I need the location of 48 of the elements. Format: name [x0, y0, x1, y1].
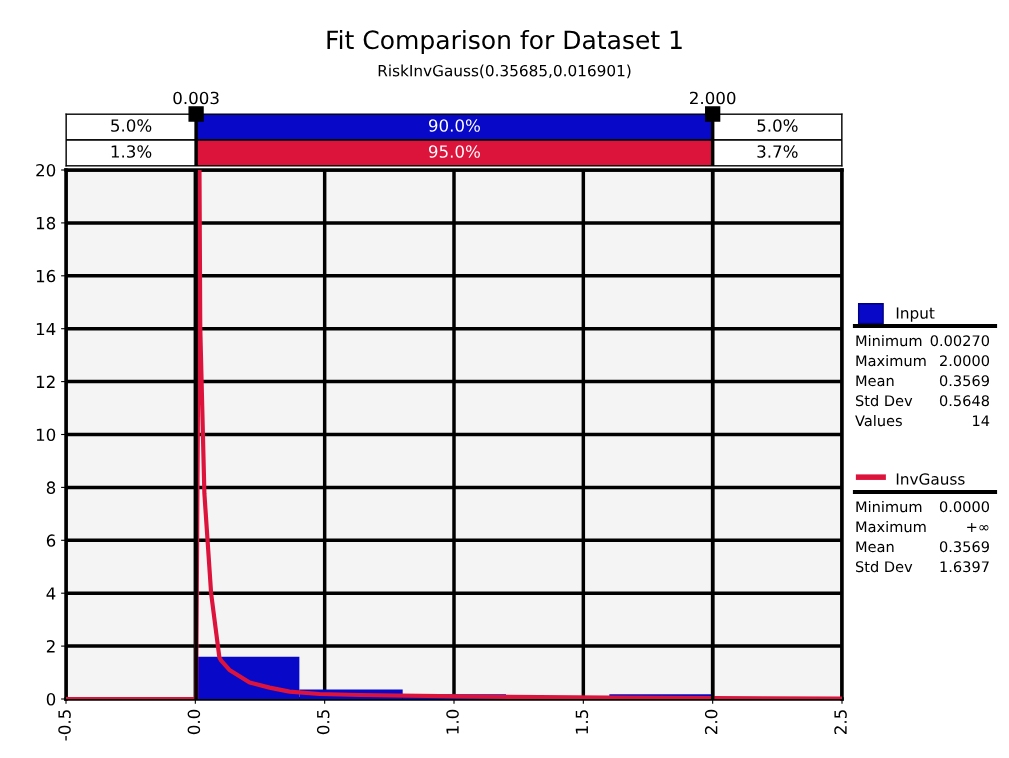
x-tick-label: -0.5 — [58, 710, 71, 741]
x-tick-label: 0.0 — [187, 709, 201, 735]
text: 1.3% — [111, 145, 152, 158]
y-tick-label: 12 — [36, 375, 55, 388]
y-tick-label: 20 — [36, 163, 56, 177]
text: 0.5648 — [939, 395, 989, 407]
x-tick-label: 0.5 — [316, 710, 330, 735]
text: 2.0000 — [940, 355, 990, 367]
text: Minimum — [856, 500, 922, 513]
text: Maximum — [856, 520, 926, 533]
text: 1.6397 — [940, 561, 989, 573]
text: 0.3569 — [939, 541, 989, 553]
y-tick-label: 6 — [46, 534, 56, 547]
text: Mean — [856, 541, 894, 553]
ref-line-label: 2.000 — [690, 91, 736, 105]
y-tick-label: 10 — [36, 428, 56, 442]
x-tick-label: 2.0 — [704, 709, 718, 735]
text: +∞ — [967, 522, 989, 533]
text: 0.0000 — [939, 501, 990, 513]
text: 0.3569 — [939, 375, 989, 387]
y-tick-label: 2 — [46, 640, 55, 653]
text: 5.0% — [111, 119, 152, 132]
text: 14 — [973, 415, 990, 427]
text: Mean — [856, 375, 894, 387]
text: Std Dev — [855, 560, 913, 573]
text: Std Dev — [855, 394, 913, 407]
text: Maximum — [856, 354, 926, 367]
y-tick-label: 16 — [36, 269, 56, 283]
text: 0.00270 — [930, 335, 990, 347]
chart-subtitle: RiskInvGauss(0.35685,0.016901) — [378, 64, 631, 79]
chart-title: Fit Comparison for Dataset 1 — [327, 29, 682, 55]
x-tick-label: 1.0 — [446, 709, 459, 734]
y-tick-label: 4 — [46, 587, 56, 600]
text: Values — [855, 414, 902, 427]
text: Minimum — [856, 334, 922, 347]
x-tick-label: 1.5 — [575, 710, 589, 734]
x-tick-label: 2.5 — [834, 710, 847, 735]
y-tick-label: 14 — [36, 322, 56, 336]
text: 95.0% — [428, 145, 480, 158]
text: 90.0% — [428, 119, 480, 132]
legend-label: Input — [896, 307, 935, 322]
ref-line-label: 0.003 — [173, 91, 219, 105]
y-tick-label: 18 — [36, 216, 56, 230]
y-tick-label: 0 — [46, 692, 56, 706]
legend-label: InvGauss — [896, 473, 965, 485]
text: 5.0% — [757, 119, 798, 132]
y-tick-label: 8 — [46, 481, 56, 494]
text: 3.7% — [757, 145, 798, 158]
